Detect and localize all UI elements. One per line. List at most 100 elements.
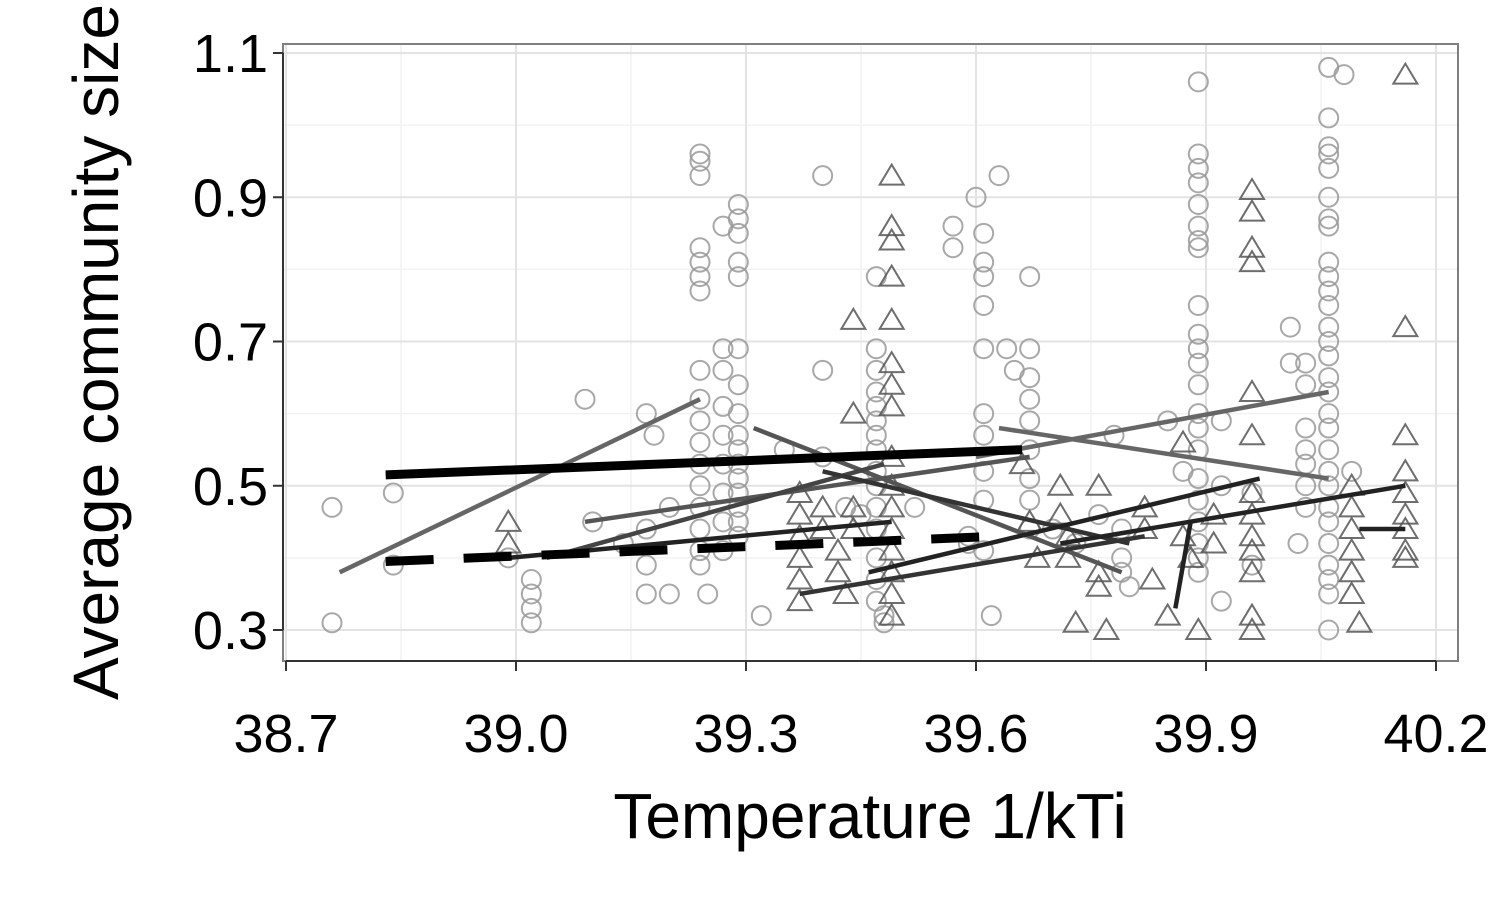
data-point-circle bbox=[1187, 338, 1209, 360]
fit-line bbox=[1173, 521, 1193, 609]
grid-minor bbox=[283, 44, 1458, 661]
data-point-circle bbox=[1318, 208, 1340, 230]
data-point-triangle bbox=[1238, 602, 1266, 626]
data-point-triangle bbox=[1184, 617, 1213, 640]
data-point-circle bbox=[1187, 561, 1209, 583]
data-point-circle bbox=[1318, 475, 1340, 497]
data-point-circle bbox=[865, 496, 887, 518]
data-point-circle bbox=[1241, 554, 1263, 576]
data-point-triangle bbox=[877, 393, 906, 417]
data-point-circle bbox=[1318, 294, 1340, 316]
data-point-circle bbox=[727, 511, 749, 533]
data-point-circle bbox=[750, 605, 772, 627]
data-point-circle bbox=[712, 511, 734, 533]
data-point-triangle bbox=[1008, 451, 1036, 475]
data-point-circle bbox=[689, 388, 711, 410]
data-point-circle bbox=[1287, 532, 1309, 554]
data-point-circle bbox=[973, 540, 995, 562]
fit-line bbox=[1059, 483, 1406, 546]
data-point-circle bbox=[1187, 237, 1209, 259]
data-point-circle bbox=[712, 424, 734, 446]
data-point-triangle bbox=[1345, 609, 1374, 633]
data-point-circle bbox=[865, 381, 887, 403]
data-point-circle bbox=[689, 475, 711, 497]
data-point-circle bbox=[689, 150, 711, 172]
data-point-circle bbox=[1318, 136, 1340, 158]
data-point-triangle bbox=[877, 263, 906, 287]
data-point-triangle bbox=[877, 306, 906, 330]
data-point-triangle bbox=[1238, 422, 1266, 446]
data-point-circle bbox=[973, 424, 995, 446]
data-point-circle bbox=[727, 424, 749, 446]
data-point-circle bbox=[727, 251, 749, 273]
data-point-triangle bbox=[1199, 530, 1228, 554]
x-tick-label: 39.6 bbox=[923, 704, 1028, 764]
data-point-circle bbox=[689, 237, 711, 259]
data-point-circle bbox=[1318, 532, 1340, 554]
data-point-triangle bbox=[1391, 458, 1420, 482]
y-tick-label: 0.5 bbox=[193, 457, 268, 517]
data-point-circle bbox=[1333, 64, 1355, 86]
data-point-circle bbox=[689, 518, 711, 540]
data-point-circle bbox=[1187, 143, 1209, 165]
data-point-triangle bbox=[1238, 234, 1266, 258]
data-point-circle bbox=[1318, 251, 1340, 273]
data-point-circle bbox=[321, 612, 343, 634]
data-point-circle bbox=[865, 424, 887, 446]
data-point-circle bbox=[658, 583, 680, 605]
data-point-circle bbox=[1318, 583, 1340, 605]
data-point-circle bbox=[1318, 554, 1340, 576]
data-point-circle bbox=[973, 403, 995, 425]
data-point-circle bbox=[1187, 215, 1209, 237]
data-point-circle bbox=[1187, 374, 1209, 396]
data-point-circle bbox=[1187, 157, 1209, 179]
fit-line bbox=[584, 454, 1030, 525]
data-point-circle bbox=[1019, 338, 1041, 360]
data-point-circle bbox=[1019, 410, 1041, 432]
data-point-triangle bbox=[839, 400, 868, 424]
x-tick-label: 40.2 bbox=[1383, 704, 1488, 764]
data-point-circle bbox=[382, 482, 404, 504]
data-point-circle bbox=[635, 583, 657, 605]
data-point-circle bbox=[1318, 569, 1340, 591]
data-point-circle bbox=[1318, 439, 1340, 461]
fit-line bbox=[822, 469, 1130, 546]
data-point-circle bbox=[865, 359, 887, 381]
data-point-circle bbox=[689, 431, 711, 453]
data-point-circle bbox=[1295, 453, 1317, 475]
data-point-circle bbox=[1187, 489, 1209, 511]
data-point-circle bbox=[865, 338, 887, 360]
data-point-circle bbox=[1187, 294, 1209, 316]
data-point-circle bbox=[689, 266, 711, 288]
data-point-triangle bbox=[1092, 617, 1121, 640]
data-point-circle bbox=[574, 388, 596, 410]
data-point-circle bbox=[712, 359, 734, 381]
data-point-triangle bbox=[785, 566, 814, 590]
data-point-circle bbox=[727, 403, 749, 425]
data-point-circle bbox=[689, 251, 711, 273]
data-point-circle bbox=[321, 496, 343, 518]
data-point-triangle bbox=[785, 588, 814, 612]
data-point-circle bbox=[520, 569, 542, 591]
data-point-circle bbox=[1187, 71, 1209, 93]
data-point-circle bbox=[582, 511, 604, 533]
data-point-circle bbox=[1019, 468, 1041, 490]
data-point-circle bbox=[973, 338, 995, 360]
data-point-triangle bbox=[1337, 537, 1366, 561]
data-point-circle bbox=[635, 554, 657, 576]
data-point-triangle bbox=[1238, 523, 1266, 547]
data-point-triangle bbox=[1046, 501, 1075, 525]
data-point-circle bbox=[1318, 143, 1340, 165]
data-point-circle bbox=[1019, 388, 1041, 410]
fit-line bbox=[799, 534, 1146, 597]
x-tick-label: 39.0 bbox=[463, 704, 568, 764]
data-point-circle bbox=[1318, 157, 1340, 179]
data-point-triangle bbox=[1238, 249, 1266, 273]
data-point-circle bbox=[727, 208, 749, 230]
data-point-triangle bbox=[877, 162, 906, 186]
data-point-triangle bbox=[1084, 573, 1113, 597]
data-point-circle bbox=[1279, 316, 1301, 338]
data-point-circle bbox=[973, 266, 995, 288]
data-point-circle bbox=[1187, 172, 1209, 194]
